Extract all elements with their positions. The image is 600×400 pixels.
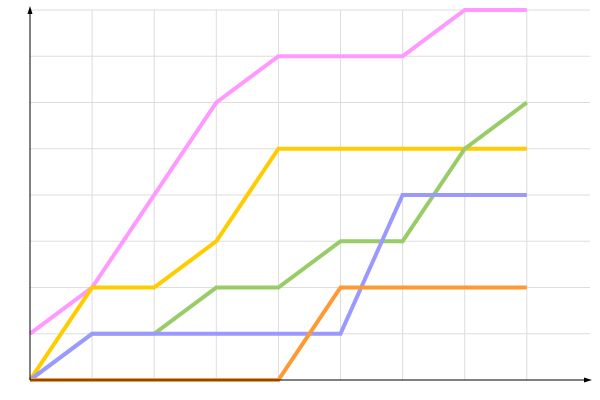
series-line-3 — [28, 193, 527, 382]
axes — [27, 6, 592, 383]
series-line-0 — [28, 8, 527, 336]
x-axis-arrow — [584, 377, 592, 383]
y-axis-arrow — [27, 6, 33, 14]
series-line-1 — [28, 146, 527, 382]
